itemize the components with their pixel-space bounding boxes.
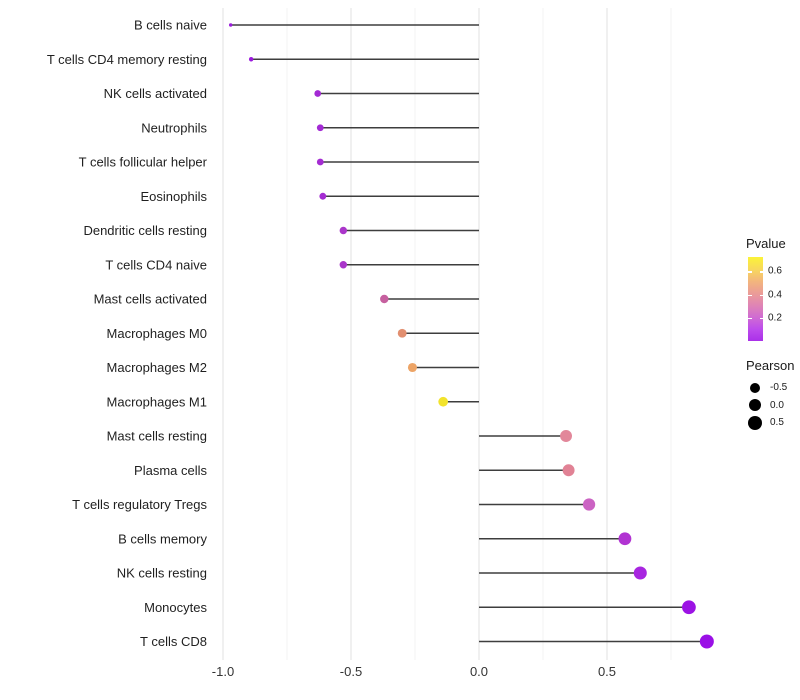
colorbar-tick — [748, 294, 752, 297]
category-label: Macrophages M1 — [107, 394, 207, 409]
category-label: Macrophages M2 — [107, 360, 207, 375]
colorbar-tick — [748, 271, 752, 273]
lollipop-dot — [582, 498, 596, 511]
lollipop-dot — [314, 90, 322, 97]
colorbar-tick — [759, 317, 763, 320]
lollipop-dot — [248, 57, 254, 62]
pearson-legend-dot — [748, 415, 762, 430]
category-label: T cells regulatory Tregs — [72, 497, 207, 512]
category-label: Monocytes — [144, 600, 207, 615]
gridlines-minor — [286, 8, 672, 660]
pearson-legend-label: -0.5 — [770, 382, 788, 394]
x-tick-label: -0.5 — [340, 664, 362, 679]
category-label: T cells CD8 — [140, 634, 207, 649]
category-label: NK cells activated — [104, 86, 207, 101]
lollipop-dot — [407, 362, 417, 373]
lollipop-dot — [228, 23, 233, 27]
category-label: Mast cells resting — [107, 429, 207, 444]
lollipop-dot — [699, 634, 714, 649]
x-tick-label: 0.0 — [470, 664, 488, 679]
category-label: NK cells resting — [117, 566, 207, 581]
pearson-legend-label: 0.5 — [770, 417, 784, 429]
x-tick-label: -1.0 — [212, 664, 234, 679]
x-axis-labels: -1.0 -0.5 0.0 0.5 — [212, 664, 616, 679]
lollipop-dot — [618, 532, 632, 546]
category-label: T cells CD4 memory resting — [47, 52, 207, 67]
pearson-legend-dot — [749, 399, 761, 412]
lollipop-dot — [560, 430, 572, 442]
colorbar-tick-label: 0.2 — [768, 312, 782, 324]
lollipop-dot — [397, 328, 407, 338]
lollipop-dot — [682, 600, 696, 615]
lollipop-dot — [562, 464, 575, 477]
lollipop-segments — [230, 24, 707, 643]
pearson-size-legend: Pearson -0.5 0.0 0.5 — [746, 358, 794, 432]
pearson-legend-item: 0.5 — [746, 414, 794, 432]
category-label: Macrophages M0 — [107, 326, 207, 341]
colorbar-tick — [759, 271, 763, 273]
category-label: Mast cells activated — [94, 292, 207, 307]
lollipop-dot — [319, 192, 327, 200]
pearson-legend-dot — [750, 382, 760, 393]
lollipop-dot — [339, 261, 348, 269]
category-label: T cells CD4 naive — [105, 257, 207, 272]
x-tick-label: 0.5 — [598, 664, 616, 679]
gridlines-major — [222, 8, 608, 660]
colorbar-tick — [759, 294, 763, 297]
category-label: Dendritic cells resting — [83, 223, 207, 238]
colorbar-tick-label: 0.4 — [768, 289, 782, 301]
lollipop-dot — [316, 158, 324, 166]
lollipop-dot — [633, 566, 647, 580]
pearson-legend-label: 0.0 — [770, 399, 784, 411]
category-label: B cells memory — [118, 531, 207, 546]
pearson-legend-item: -0.5 — [746, 379, 794, 397]
category-label: T cells follicular helper — [79, 155, 208, 170]
pvalue-colorbar-wrap: 0.6 0.4 0.2 — [746, 257, 796, 341]
colorbar-tick-label: 0.6 — [768, 265, 782, 277]
lollipop-dot — [316, 124, 324, 132]
colorbar-tick — [748, 317, 752, 320]
lollipop-dot — [380, 294, 389, 304]
pearson-legend-item: 0.0 — [746, 397, 794, 415]
lollipop-dots — [228, 23, 714, 649]
pvalue-colorbar-gradient — [748, 257, 763, 341]
category-label: Plasma cells — [134, 463, 207, 478]
lollipop-dot — [438, 396, 448, 407]
pearson-legend-title: Pearson — [746, 358, 795, 373]
category-label: Neutrophils — [141, 120, 207, 135]
category-label: B cells naive — [134, 18, 207, 33]
pvalue-legend-title: Pvalue — [746, 236, 786, 251]
category-label: Eosinophils — [141, 189, 208, 204]
lollipop-dot — [339, 226, 348, 235]
pvalue-legend: Pvalue 0.6 0.4 0.2 — [746, 236, 796, 341]
y-axis-labels: B cells naive T cells CD4 memory resting N… — [47, 18, 208, 650]
